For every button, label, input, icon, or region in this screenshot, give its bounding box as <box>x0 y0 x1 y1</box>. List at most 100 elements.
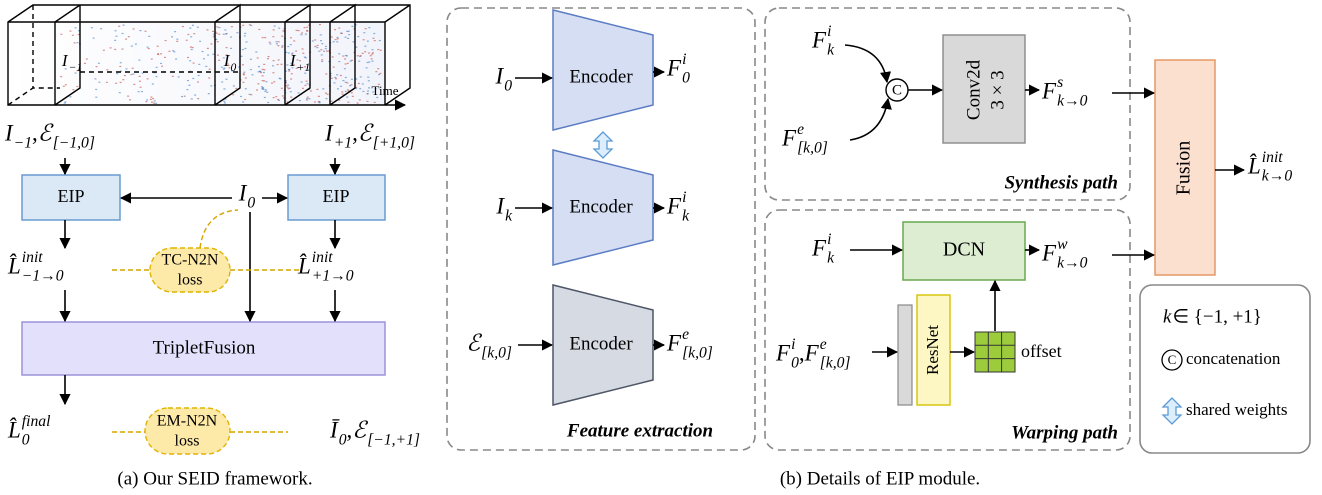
event-dot <box>304 27 306 28</box>
math-symbol: F <box>775 340 791 365</box>
math-sub: [+1,0] <box>373 134 415 151</box>
event-dot <box>187 34 189 35</box>
event-dot <box>273 81 275 82</box>
event-dot <box>362 91 364 92</box>
label: Feature extraction <box>566 420 713 441</box>
event-dot <box>72 89 74 90</box>
event-dot <box>364 51 366 52</box>
event-dot <box>368 52 370 53</box>
page: TimeI−1I0I+1I−1, ℰ[−1,0]I+1, ℰ[+1,0]EIPE… <box>0 0 1322 495</box>
event-dot <box>258 66 260 67</box>
event-dot <box>368 27 370 28</box>
label: loss <box>175 433 200 450</box>
math-symbol: I <box>324 120 334 145</box>
event-dot <box>351 79 353 80</box>
event-dot <box>277 64 279 65</box>
event-dot <box>226 47 228 48</box>
event-dot <box>312 40 314 41</box>
event-dot <box>302 88 304 89</box>
math-sub: 0 <box>230 61 236 74</box>
event-dot <box>147 78 149 79</box>
event-dot <box>209 69 211 70</box>
event-dot <box>260 72 262 73</box>
event-dot <box>174 31 176 32</box>
event-dot <box>207 54 209 55</box>
event-dot <box>210 43 212 44</box>
event-dot <box>347 63 349 64</box>
event-dot <box>150 96 152 97</box>
event-dot <box>346 96 348 97</box>
event-dot <box>363 32 365 33</box>
event-dot <box>199 41 201 42</box>
math-sub: [−1,+1] <box>367 431 420 448</box>
event-dot <box>290 37 292 38</box>
event-dot <box>155 103 157 104</box>
event-dot <box>380 50 382 51</box>
math-symbol: L̂ <box>7 253 21 279</box>
event-dot <box>321 61 323 62</box>
event-dot <box>321 54 323 55</box>
event-dot <box>182 26 184 27</box>
event-dot <box>203 58 205 59</box>
event-dot <box>244 99 246 100</box>
math-symbol: ℰ <box>358 120 374 145</box>
event-dot <box>187 57 189 58</box>
event-dot <box>70 30 72 31</box>
event-dot <box>331 78 333 79</box>
event-dot <box>192 47 194 48</box>
event-dot <box>348 34 350 35</box>
event-dot <box>128 36 130 37</box>
math-label: I+1, ℰ[+1,0] <box>324 120 415 151</box>
event-dot <box>293 40 295 41</box>
event-dot <box>189 60 191 61</box>
event-dot <box>268 56 270 57</box>
event-dot <box>333 82 335 83</box>
event-dot <box>250 69 252 70</box>
label: EIP <box>58 186 85 206</box>
event-dot <box>221 81 223 82</box>
event-dot <box>374 102 376 103</box>
event-dot <box>198 75 200 76</box>
event-dot <box>190 46 192 47</box>
label: Synthesis path <box>1004 172 1118 193</box>
event-dot <box>225 79 227 80</box>
event-dot <box>351 26 353 27</box>
event-dot <box>192 25 194 26</box>
math-sup: init <box>1262 149 1283 166</box>
event-dot <box>176 39 178 40</box>
event-dot <box>368 87 370 88</box>
event-dot <box>95 97 97 98</box>
event-dot <box>377 49 379 50</box>
event-dot <box>347 102 349 103</box>
event-dot <box>257 57 259 58</box>
event-dot <box>358 61 360 62</box>
event-dot <box>345 37 347 38</box>
event-dot <box>115 83 117 84</box>
event-dot <box>165 40 167 41</box>
event-dot <box>236 32 238 33</box>
event-dot <box>336 41 338 42</box>
event-dot <box>145 101 147 102</box>
math-label: L̂final0 <box>7 413 50 448</box>
math-label: Ī0, ℰ[−1,+1] <box>329 417 420 448</box>
event-dot <box>301 81 303 82</box>
event-dot <box>198 64 200 65</box>
event-dot <box>342 55 344 56</box>
event-dot <box>156 67 158 68</box>
event-dot <box>344 68 346 69</box>
event-dot <box>320 34 322 35</box>
math-sup: init <box>312 249 333 266</box>
event-dot <box>340 75 342 76</box>
event-dot <box>224 29 226 30</box>
event-dot <box>140 87 142 88</box>
event-dot <box>153 103 155 104</box>
event-dot <box>125 39 127 40</box>
event-dot <box>275 41 277 42</box>
event-dot <box>332 56 334 57</box>
event-dot <box>144 31 146 32</box>
event-dot <box>272 65 274 66</box>
event-dot <box>188 85 190 86</box>
event-dot <box>337 88 339 89</box>
event-dot <box>264 91 266 92</box>
event-dot <box>318 96 320 97</box>
